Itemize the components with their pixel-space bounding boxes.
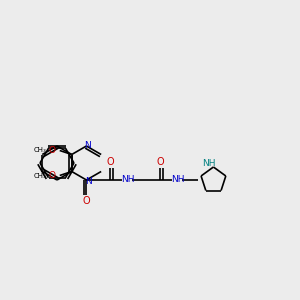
Text: O: O bbox=[106, 157, 114, 167]
Text: CH₃: CH₃ bbox=[33, 148, 46, 154]
Text: N: N bbox=[85, 176, 92, 185]
Text: O: O bbox=[82, 196, 90, 206]
Text: O: O bbox=[48, 146, 55, 155]
Text: O: O bbox=[48, 171, 55, 180]
Text: NH: NH bbox=[171, 176, 184, 184]
Text: O: O bbox=[157, 157, 164, 167]
Text: N: N bbox=[84, 140, 91, 149]
Text: CH₃: CH₃ bbox=[33, 172, 46, 178]
Text: NH: NH bbox=[202, 158, 215, 167]
Text: NH: NH bbox=[121, 176, 134, 184]
